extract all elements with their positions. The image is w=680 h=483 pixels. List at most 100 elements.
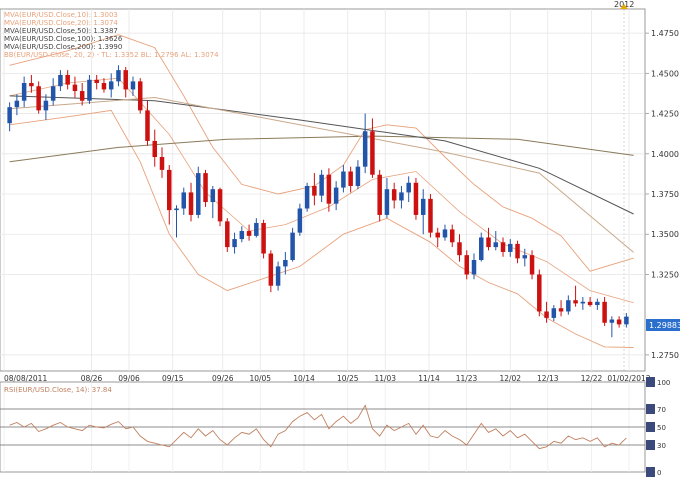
candle (246, 224, 252, 241)
candle (362, 113, 368, 174)
candle-body (406, 182, 411, 193)
candle (123, 66, 128, 98)
rsi-label: RSI(EUR/USD.Close, 14): 37.84 (4, 386, 112, 394)
candle-body (87, 79, 92, 101)
candle-body (188, 192, 194, 215)
x-tick-label: 10/05 (249, 374, 271, 383)
candle-body (558, 308, 564, 312)
rsi-tick-label: 70 (657, 406, 666, 414)
candle (297, 203, 303, 236)
candle (167, 165, 172, 225)
candle-body (268, 253, 274, 286)
year-marker-icon (620, 4, 628, 9)
candle-body (94, 79, 99, 84)
candle-body (65, 74, 70, 85)
candle-body (399, 192, 404, 201)
candle (544, 301, 549, 323)
candle (624, 313, 629, 328)
candle-body (522, 255, 528, 259)
candle-body (595, 301, 600, 306)
candle (355, 160, 361, 190)
candle-body (123, 70, 128, 90)
candle (515, 240, 520, 264)
candle-body (573, 300, 578, 304)
candle (72, 76, 78, 98)
candle-body (145, 110, 150, 141)
legend-item: MVA(EUR/USD.Close,10): 1.3003 (4, 11, 118, 19)
candle (609, 316, 615, 338)
candle-body (609, 319, 615, 323)
candle (413, 177, 419, 220)
candle-body (261, 222, 266, 254)
candle-body (413, 182, 419, 215)
candle-body (196, 173, 201, 215)
legend-item: MVA(EUR/USD.Close,200): 1.3990 (4, 43, 123, 51)
candle-body (130, 81, 136, 90)
candle (384, 177, 390, 219)
candles (7, 65, 629, 338)
legend-item: MVA(EUR/USD.Close,100): 1.3626 (4, 35, 123, 43)
candle-body (442, 229, 448, 238)
candle-body (108, 81, 114, 90)
candle-body (72, 84, 78, 92)
candle-body (457, 242, 462, 256)
candle (108, 73, 114, 98)
grid (0, 9, 645, 472)
candle (348, 166, 353, 193)
candle (232, 232, 237, 254)
candle-body (79, 91, 85, 101)
candle (500, 237, 506, 257)
rsi-series: 100 70 50 30 0 (0, 377, 670, 477)
candle (188, 182, 194, 222)
rsi-tick-marker (646, 422, 655, 432)
candle (537, 269, 542, 317)
candle-body (551, 308, 557, 318)
candle (566, 295, 571, 315)
rsi-tick-label: 0 (657, 469, 661, 477)
candle-body (116, 70, 121, 82)
candle (399, 185, 404, 209)
candle (137, 78, 143, 114)
candle (43, 94, 49, 121)
candle (442, 224, 448, 241)
candle-body (529, 255, 535, 275)
candle-body (319, 174, 324, 196)
candle (377, 169, 382, 222)
candle (203, 169, 208, 207)
candle (580, 296, 586, 310)
candle (7, 102, 12, 132)
candle (65, 70, 70, 90)
rsi-tick-marker (646, 377, 655, 387)
candle-body (174, 208, 179, 211)
candle (261, 219, 266, 259)
candle (551, 305, 557, 322)
candle-body (43, 100, 49, 111)
candle-body (508, 243, 513, 252)
x-tick-label: 09/06 (118, 374, 140, 383)
current-price-box (646, 319, 680, 331)
candle (449, 224, 455, 248)
candle (130, 76, 136, 96)
candle (312, 173, 317, 206)
candle (420, 189, 426, 235)
x-tick-label: 10/14 (293, 374, 315, 383)
candle-body (275, 266, 281, 286)
candle (508, 239, 513, 257)
candle-body (420, 198, 426, 215)
candle-body (471, 259, 477, 275)
y-tick-label: 1.2750 (651, 351, 679, 360)
candle-body (341, 171, 346, 188)
candle (471, 253, 477, 280)
bb-upper-line (9, 34, 634, 272)
candle (370, 118, 375, 178)
x-tick-label: 12/22 (581, 374, 603, 383)
candle-body (21, 83, 27, 101)
candle-body (515, 243, 520, 259)
candle-body (217, 189, 223, 222)
candle-body (362, 131, 368, 167)
candle-body (624, 316, 629, 325)
candle (558, 300, 564, 317)
candle-body (544, 311, 549, 318)
candle (391, 182, 397, 209)
